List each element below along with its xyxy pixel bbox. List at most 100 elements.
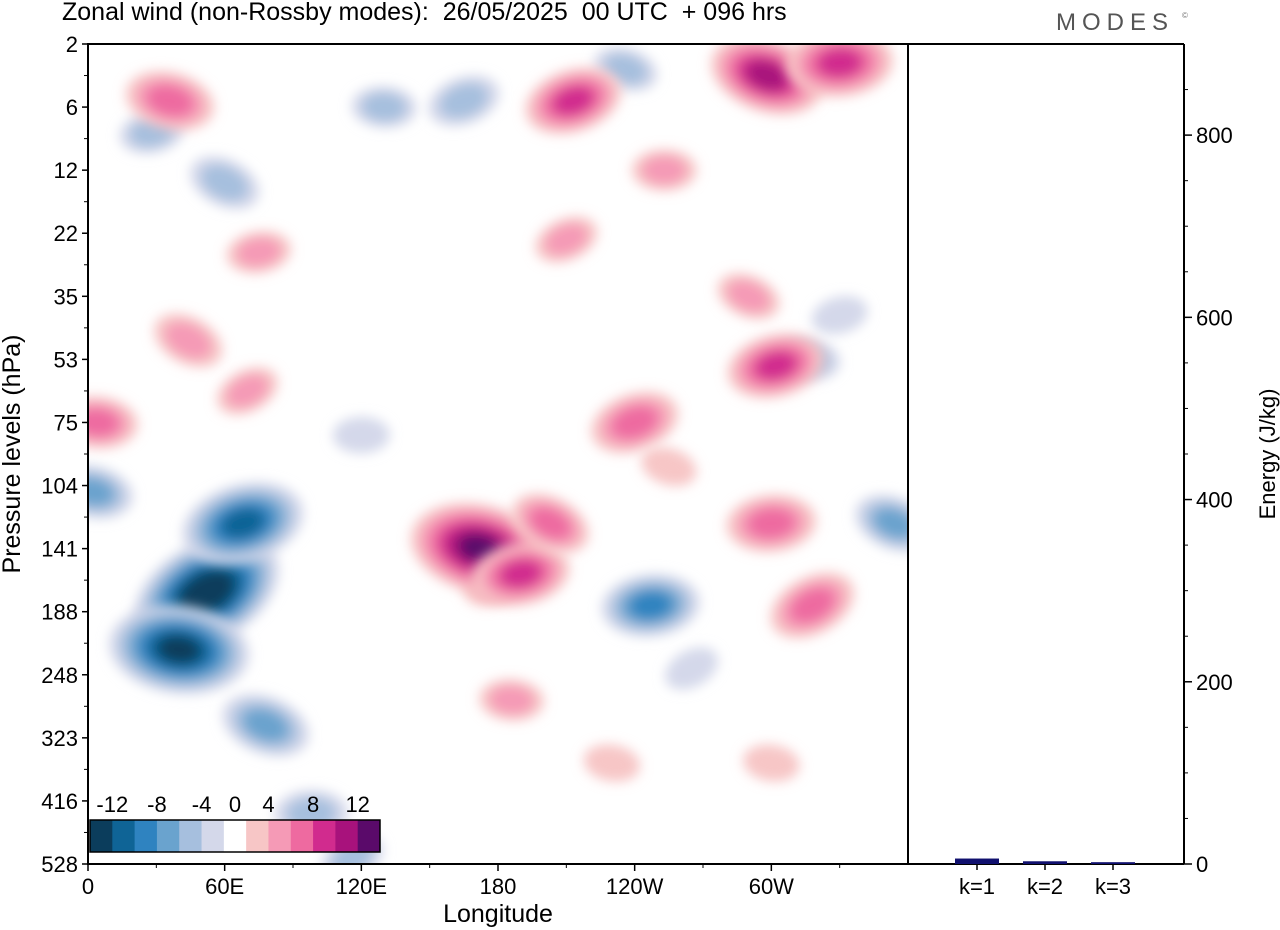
pressure-tick-label: 6 [66, 95, 78, 120]
energy-axis: 0 200 400 600 800 [1184, 89, 1233, 877]
heatmap-blob [855, 494, 908, 552]
bar-category-label: k=2 [1027, 874, 1063, 899]
pressure-tick-label: 416 [41, 789, 78, 814]
bar-category-label: k=3 [1095, 874, 1131, 899]
pressure-tick-label: 75 [54, 410, 78, 435]
heatmap-contour [186, 576, 227, 609]
heatmap-blob [428, 75, 500, 127]
heatmap-contour [221, 508, 265, 539]
heatmap-blob [153, 313, 223, 368]
heatmap-blob [332, 416, 390, 454]
heatmap-blob [601, 573, 700, 637]
colorbar-label: 4 [262, 792, 274, 817]
colorbar-label: 12 [345, 792, 369, 817]
longitude-tick-label: 120W [606, 874, 664, 899]
heatmap-contour [88, 408, 119, 437]
heatmap-contour [499, 560, 542, 588]
heatmap-contour [439, 83, 488, 119]
heatmap-blob [109, 604, 250, 695]
energy-tick-label: 600 [1196, 305, 1233, 330]
y-axis-label: Pressure levels (hPa) [0, 335, 26, 574]
heatmap-contour [873, 508, 908, 539]
brand-copyright-mark: © [1182, 11, 1188, 20]
colorbar-swatch [179, 820, 203, 852]
heatmap-contour [746, 61, 787, 90]
x-axis-label: Longitude [443, 900, 553, 928]
colorbar-swatch [357, 820, 381, 852]
pressure-tick-label: 12 [54, 158, 78, 183]
heatmap-blob [511, 493, 589, 554]
heatmap-blob [717, 273, 780, 320]
colorbar-label: 8 [307, 792, 319, 817]
heatmap-contour [811, 296, 868, 335]
longitude-tick-label: 120E [336, 874, 387, 899]
energy-tick-label: 800 [1196, 123, 1233, 148]
pressure-tick-label: 104 [41, 474, 78, 499]
heatmap-blob [182, 482, 304, 565]
energy-bar [955, 858, 999, 864]
colorbar-swatch [156, 820, 180, 852]
heatmap-blob [583, 744, 641, 782]
pressure-tick-label: 141 [41, 537, 78, 562]
heatmap-field [88, 44, 908, 864]
pressure-tick-label: 22 [54, 221, 78, 246]
colorbar-label: -4 [192, 792, 212, 817]
heatmap-blob [727, 333, 825, 399]
colorbar-swatch [246, 820, 269, 852]
heatmap-blob [770, 572, 855, 639]
heatmap-blob [222, 694, 310, 757]
energy-tick-label: 0 [1196, 852, 1208, 877]
heatmap-contour [743, 744, 800, 782]
heatmap-contour [665, 647, 718, 690]
heatmap-contour [164, 322, 212, 359]
heatmap-blob [535, 216, 598, 263]
pressure-tick-label: 323 [41, 726, 78, 751]
heatmap-blob [665, 647, 718, 690]
colorbar-label: -12 [96, 792, 128, 817]
pressure-tick-label: 528 [41, 852, 78, 877]
pressure-tick-label: 248 [41, 663, 78, 688]
longitude-tick-label: 0 [82, 874, 94, 899]
heatmap-blob [88, 465, 134, 519]
colorbar: -12 -8 -4 0 4 8 12 [89, 792, 381, 853]
pressure-tick-label: 188 [41, 600, 78, 625]
heatmap-blob [190, 156, 260, 210]
colorbar-border [89, 819, 381, 853]
heatmap-contour [727, 280, 770, 313]
heatmap-blob [590, 391, 679, 454]
energy-bar [1091, 862, 1135, 864]
chart-title: Zonal wind (non-Rossby modes): 26/05/202… [62, 0, 787, 26]
longitude-tick-label: 180 [480, 874, 517, 899]
heatmap-blob [125, 70, 215, 131]
heatmap-contour [552, 86, 594, 116]
pressure-axis: 2 6 12 22 35 53 75 104 141 188 248 323 416 528 [41, 32, 88, 877]
heatmap-blob [479, 679, 545, 721]
colorbar-label: 0 [229, 792, 241, 817]
colorbar-swatch [268, 820, 292, 852]
colorbar-swatch [313, 820, 336, 852]
heatmap-contour [629, 591, 672, 619]
heatmap-blob [216, 367, 278, 415]
heatmap-contour [817, 48, 863, 78]
heatmap-contour [641, 447, 697, 487]
colorbar-swatch [112, 820, 136, 852]
heatmap-blob [786, 44, 894, 97]
heatmap-blob [226, 230, 292, 274]
colorbar-swatch [90, 820, 113, 852]
bar-category-label: k=1 [959, 874, 995, 899]
heatmap-blob [811, 296, 868, 335]
heatmap-contour [332, 416, 390, 454]
heatmap-contour [641, 155, 687, 185]
longitude-axis: 0 60E 120E 180 120W 60W [82, 864, 841, 899]
heatmap-contour [243, 708, 289, 742]
pressure-tick-label: 53 [54, 347, 78, 372]
longitude-tick-label: 60W [749, 874, 794, 899]
colorbar-swatch [134, 820, 158, 852]
heatmap-blob [351, 86, 417, 128]
heatmap-contour [201, 164, 249, 201]
heatmap-blob [471, 541, 570, 606]
heatmap-contour [226, 374, 269, 408]
heatmap-contour [88, 477, 114, 507]
heatmap-contour [790, 588, 835, 623]
colorbar-swatch [201, 820, 225, 852]
